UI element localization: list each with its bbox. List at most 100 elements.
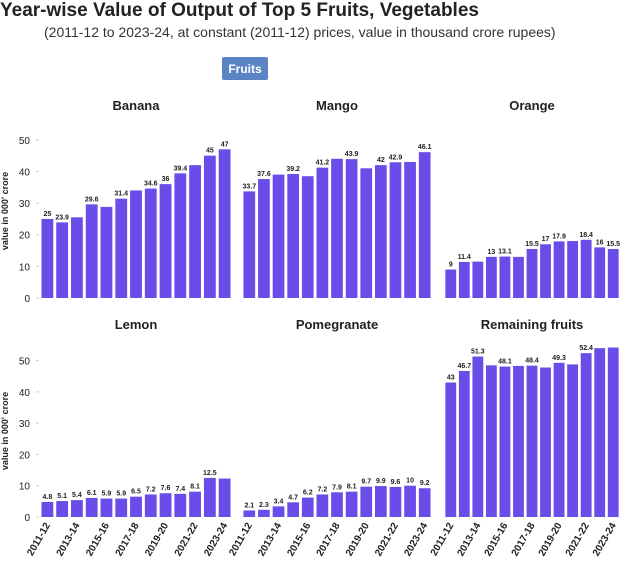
bar <box>41 501 54 517</box>
data-label: 7.2 <box>318 486 328 493</box>
y-tick-label: 40 <box>19 167 31 178</box>
bar <box>567 364 579 517</box>
bar <box>189 165 201 298</box>
bar <box>316 494 329 517</box>
bar <box>553 362 565 517</box>
panel-title: Mango <box>316 98 358 113</box>
data-label: 46.1 <box>418 144 432 151</box>
bar <box>331 492 343 517</box>
data-label: 6.5 <box>131 489 141 496</box>
bar <box>316 167 329 298</box>
data-label: 9.9 <box>376 478 386 485</box>
x-tick-label: 2011-12 <box>429 521 457 558</box>
bar <box>553 241 565 298</box>
bar <box>607 248 619 298</box>
data-label: 9.7 <box>361 479 371 486</box>
x-tick-label: 2019-20 <box>143 521 171 559</box>
data-label: 15.5 <box>606 241 620 248</box>
bar <box>594 247 606 298</box>
bar <box>540 244 551 298</box>
bar <box>540 367 551 517</box>
bar <box>345 491 358 517</box>
title: Year-wise Value of Output of Top 5 Fruit… <box>0 0 479 21</box>
data-label: 15.5 <box>525 241 539 248</box>
bar <box>130 190 142 298</box>
data-label: 5.4 <box>72 492 82 499</box>
data-label: 5.9 <box>102 491 112 498</box>
data-label: 4.7 <box>288 494 298 501</box>
fruits-button[interactable]: Fruits <box>222 57 268 80</box>
data-label: 9.6 <box>391 479 401 486</box>
bar <box>115 498 128 517</box>
data-label: 48.4 <box>525 358 539 365</box>
data-label: 11.4 <box>458 254 471 261</box>
y-tick-label: 20 <box>19 450 31 461</box>
bar <box>130 496 142 517</box>
bar <box>258 509 270 517</box>
bar <box>100 206 113 298</box>
data-label: 37.6 <box>257 171 271 178</box>
bar <box>458 261 470 298</box>
bar <box>258 179 270 298</box>
bar <box>203 477 216 517</box>
data-label: 43.9 <box>345 151 359 158</box>
bar <box>71 217 83 298</box>
data-label: 23.9 <box>55 214 69 221</box>
data-label: 48.1 <box>498 359 512 366</box>
bar <box>71 500 83 517</box>
x-tick-label: 2023-24 <box>591 521 619 559</box>
x-tick-label: 2013-14 <box>55 521 83 559</box>
bar <box>301 497 314 517</box>
data-label: 16 <box>596 239 604 246</box>
y-tick-label: 10 <box>19 482 31 493</box>
x-tick-label: 2011-12 <box>227 521 255 558</box>
bar <box>445 382 457 517</box>
data-label: 29.6 <box>85 196 99 203</box>
bar <box>159 493 172 517</box>
data-label: 2.3 <box>259 502 269 509</box>
bar <box>331 158 343 298</box>
bar <box>404 485 416 517</box>
x-tick-label: 2017-18 <box>510 521 538 559</box>
y-tick-label: 10 <box>19 262 31 273</box>
x-tick-label: 2019-20 <box>537 521 565 559</box>
data-label: 41.2 <box>316 160 330 167</box>
bar <box>375 165 387 298</box>
x-tick-label: 2021-22 <box>173 521 201 559</box>
data-label: 7.6 <box>161 485 171 492</box>
bar <box>287 173 299 298</box>
x-tick-label: 2021-22 <box>564 521 592 559</box>
bar <box>360 168 373 298</box>
bar <box>345 159 358 298</box>
bar <box>85 204 98 298</box>
x-tick-label: 2015-16 <box>285 521 313 559</box>
data-label: 8.1 <box>347 484 357 491</box>
data-label: 4.8 <box>43 494 53 501</box>
panel-title: Lemon <box>115 317 158 332</box>
bar <box>404 161 416 298</box>
bar <box>203 155 216 298</box>
y-axis-label: value in 000' crore <box>0 172 10 250</box>
bar <box>100 498 113 517</box>
x-tick-label: 2013-14 <box>256 521 284 559</box>
data-label: 39.4 <box>173 165 187 172</box>
bar <box>580 353 592 517</box>
data-label: 34.6 <box>144 181 158 188</box>
bar <box>580 239 592 298</box>
bar <box>243 510 256 517</box>
x-tick-label: 2023-24 <box>402 521 430 559</box>
data-label: 9 <box>449 262 453 269</box>
data-label: 36 <box>162 176 170 183</box>
bar <box>189 491 201 517</box>
bar <box>218 149 231 298</box>
data-label: 5.1 <box>57 493 67 500</box>
bar <box>485 365 497 517</box>
x-tick-label: 2013-14 <box>456 521 484 559</box>
y-tick-label: 20 <box>19 231 31 242</box>
y-tick-label: 50 <box>19 136 31 147</box>
bar <box>115 198 128 298</box>
bar <box>458 370 470 517</box>
data-label: 12.5 <box>203 470 217 477</box>
